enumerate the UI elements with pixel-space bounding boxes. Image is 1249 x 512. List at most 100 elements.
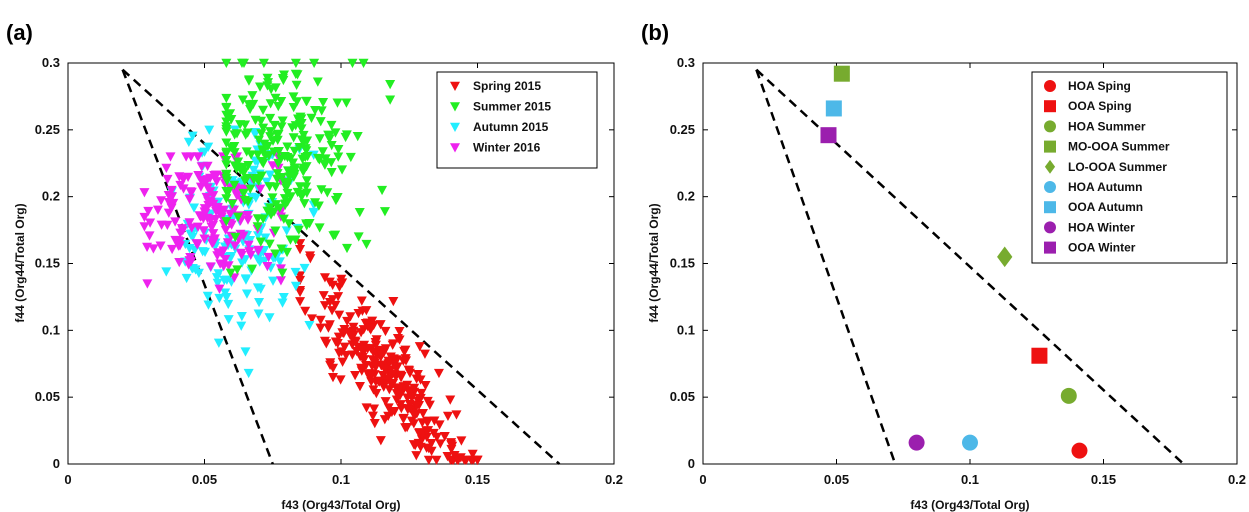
series-summer-2015 xyxy=(221,58,396,278)
point-lo-ooa-summer xyxy=(997,246,1013,268)
data-point xyxy=(269,207,280,217)
data-point xyxy=(250,193,261,203)
panel-a: (a) 00.050.10.150.20.250.3 0 0.05 0.1 0.15 0… xyxy=(6,20,623,512)
data-point xyxy=(218,246,229,256)
data-point xyxy=(380,397,391,407)
data-point xyxy=(273,158,284,169)
data-point xyxy=(139,212,150,223)
data-point xyxy=(333,292,344,302)
x-tick-label: 0.1 xyxy=(961,472,979,487)
data-point xyxy=(277,116,288,126)
data-point xyxy=(187,232,198,242)
data-point xyxy=(221,102,232,113)
data-point xyxy=(455,453,466,463)
data-point xyxy=(356,296,367,306)
data-point xyxy=(288,92,299,102)
data-point xyxy=(319,160,330,170)
data-point xyxy=(243,161,254,171)
data-point xyxy=(230,232,241,243)
legend-entry-label: Spring 2015 xyxy=(473,79,541,93)
data-point xyxy=(299,199,310,209)
data-point xyxy=(221,170,232,180)
data-point xyxy=(202,291,213,302)
data-point xyxy=(320,154,331,164)
legend-marker xyxy=(1044,140,1056,153)
data-point xyxy=(350,337,361,347)
data-point xyxy=(330,195,341,206)
data-point xyxy=(139,222,150,232)
data-point xyxy=(299,263,310,274)
data-point xyxy=(258,214,269,224)
data-point xyxy=(267,161,278,171)
data-point xyxy=(295,112,306,122)
data-point xyxy=(361,403,372,413)
data-point xyxy=(143,206,154,217)
point-hoa-summer xyxy=(1060,387,1077,404)
point-hoa-autumn xyxy=(962,434,978,451)
data-point xyxy=(404,368,415,379)
data-point xyxy=(202,213,213,223)
legend-marker xyxy=(1044,120,1056,133)
data-point xyxy=(236,311,247,322)
data-point xyxy=(273,163,284,173)
data-point xyxy=(258,123,269,133)
data-point xyxy=(235,229,246,239)
data-point xyxy=(377,370,388,381)
data-point xyxy=(294,143,305,153)
data-point xyxy=(409,383,420,393)
data-point xyxy=(387,369,398,380)
data-point xyxy=(442,452,453,462)
data-point xyxy=(263,78,274,88)
panel-a-x-ticks: 0 0.05 0.1 0.15 0.2 xyxy=(64,63,623,487)
data-point xyxy=(435,439,446,449)
legend-entry-label: Autumn 2015 xyxy=(473,120,549,134)
data-point xyxy=(301,188,312,198)
data-point xyxy=(337,278,348,288)
data-point xyxy=(379,365,390,375)
x-tick-label: 0.05 xyxy=(192,472,217,487)
data-point xyxy=(252,283,263,293)
data-point xyxy=(364,323,375,334)
data-point xyxy=(357,352,368,363)
data-point xyxy=(361,239,372,250)
data-point xyxy=(184,194,195,205)
data-point xyxy=(210,170,221,180)
data-point xyxy=(379,379,390,389)
data-point xyxy=(375,436,386,446)
data-point xyxy=(328,363,339,373)
data-point xyxy=(226,143,237,153)
data-point xyxy=(334,310,345,320)
data-point xyxy=(295,287,306,298)
data-point xyxy=(252,150,263,160)
data-point xyxy=(233,212,244,222)
data-point xyxy=(276,122,287,132)
data-point xyxy=(399,346,410,357)
y-tick-label: 0 xyxy=(53,456,60,471)
data-point xyxy=(301,176,312,186)
data-point xyxy=(380,344,391,354)
data-point xyxy=(404,388,415,398)
data-point xyxy=(258,105,269,115)
data-point xyxy=(371,335,382,345)
data-point xyxy=(185,253,196,263)
data-point xyxy=(402,405,413,415)
data-point xyxy=(339,342,350,352)
data-point xyxy=(442,411,453,422)
data-point xyxy=(414,428,425,438)
data-point xyxy=(253,245,264,255)
data-point xyxy=(308,208,319,219)
data-point xyxy=(245,184,256,194)
data-point xyxy=(225,252,236,262)
data-point xyxy=(167,192,178,202)
data-point xyxy=(270,83,281,93)
data-point xyxy=(319,336,330,346)
data-point xyxy=(262,206,273,216)
data-point xyxy=(241,147,252,157)
data-point xyxy=(211,177,222,187)
data-point xyxy=(152,205,163,215)
legend-marker xyxy=(1044,241,1056,254)
data-point xyxy=(415,375,426,385)
data-point xyxy=(316,106,327,116)
data-point xyxy=(353,232,364,242)
data-point xyxy=(161,163,172,173)
